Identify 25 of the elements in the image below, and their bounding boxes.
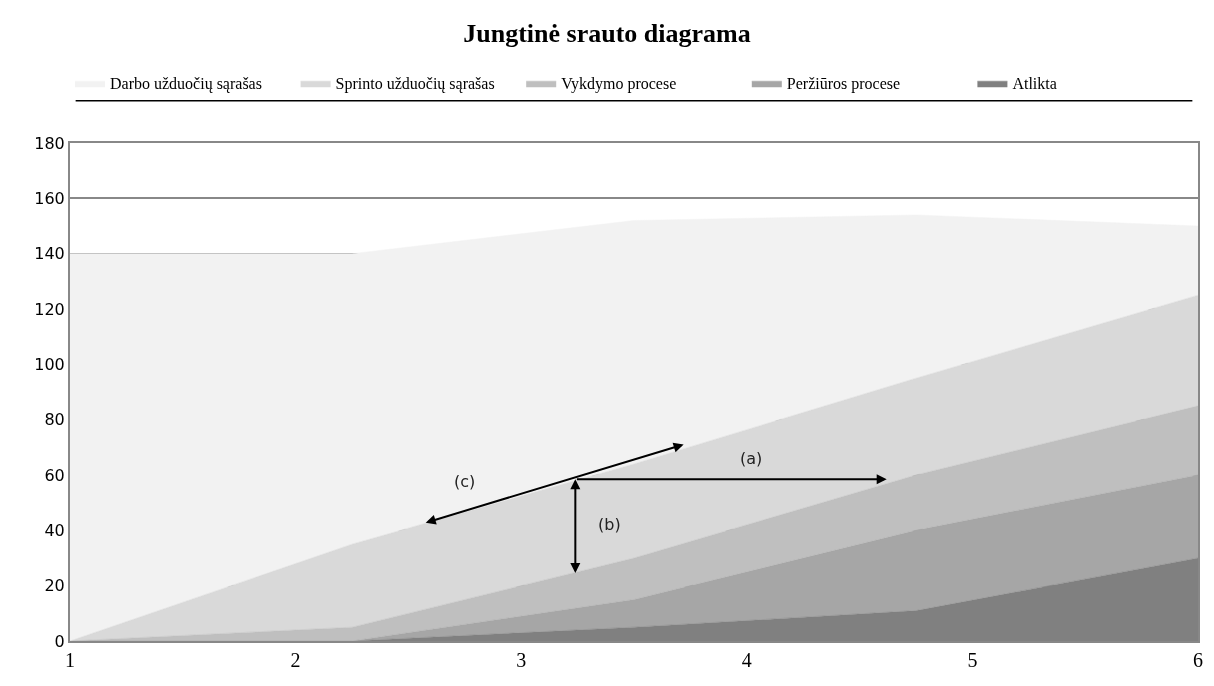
x-tick-label: 2	[290, 649, 301, 671]
x-tick-label: 1	[65, 649, 75, 671]
y-tick-label: 160	[34, 188, 65, 208]
x-tick-label: 6	[1193, 649, 1203, 671]
x-tick-label: 5	[967, 649, 978, 671]
y-tick-label: 80	[44, 410, 65, 430]
x-tick-label: 3	[516, 649, 527, 671]
annotation: (a)	[740, 449, 763, 468]
legend-label: Atlikta	[1012, 75, 1057, 93]
y-tick-label: 120	[34, 299, 65, 319]
y-tick-label: 140	[34, 244, 65, 264]
legend-label: Darbo užduočių sąrašas	[110, 75, 262, 94]
legend-label: Sprinto užduočių sąrašas	[335, 75, 495, 94]
y-tick-label: 0	[54, 631, 65, 651]
chart-title: Jungtinė srauto diagrama	[463, 19, 751, 49]
legend-label: Vykdymo procese	[561, 75, 677, 94]
y-tick-label: 180	[34, 133, 65, 153]
y-tick-label: 60	[44, 465, 65, 485]
y-tick-label: 100	[34, 354, 65, 374]
annotation: (b)	[598, 515, 621, 534]
y-tick-label: 40	[44, 520, 65, 540]
legend-label: Peržiūros procese	[786, 75, 901, 94]
x-tick-label: 4	[741, 649, 752, 671]
y-tick-label: 20	[44, 576, 65, 596]
annotation: (c)	[454, 472, 476, 491]
